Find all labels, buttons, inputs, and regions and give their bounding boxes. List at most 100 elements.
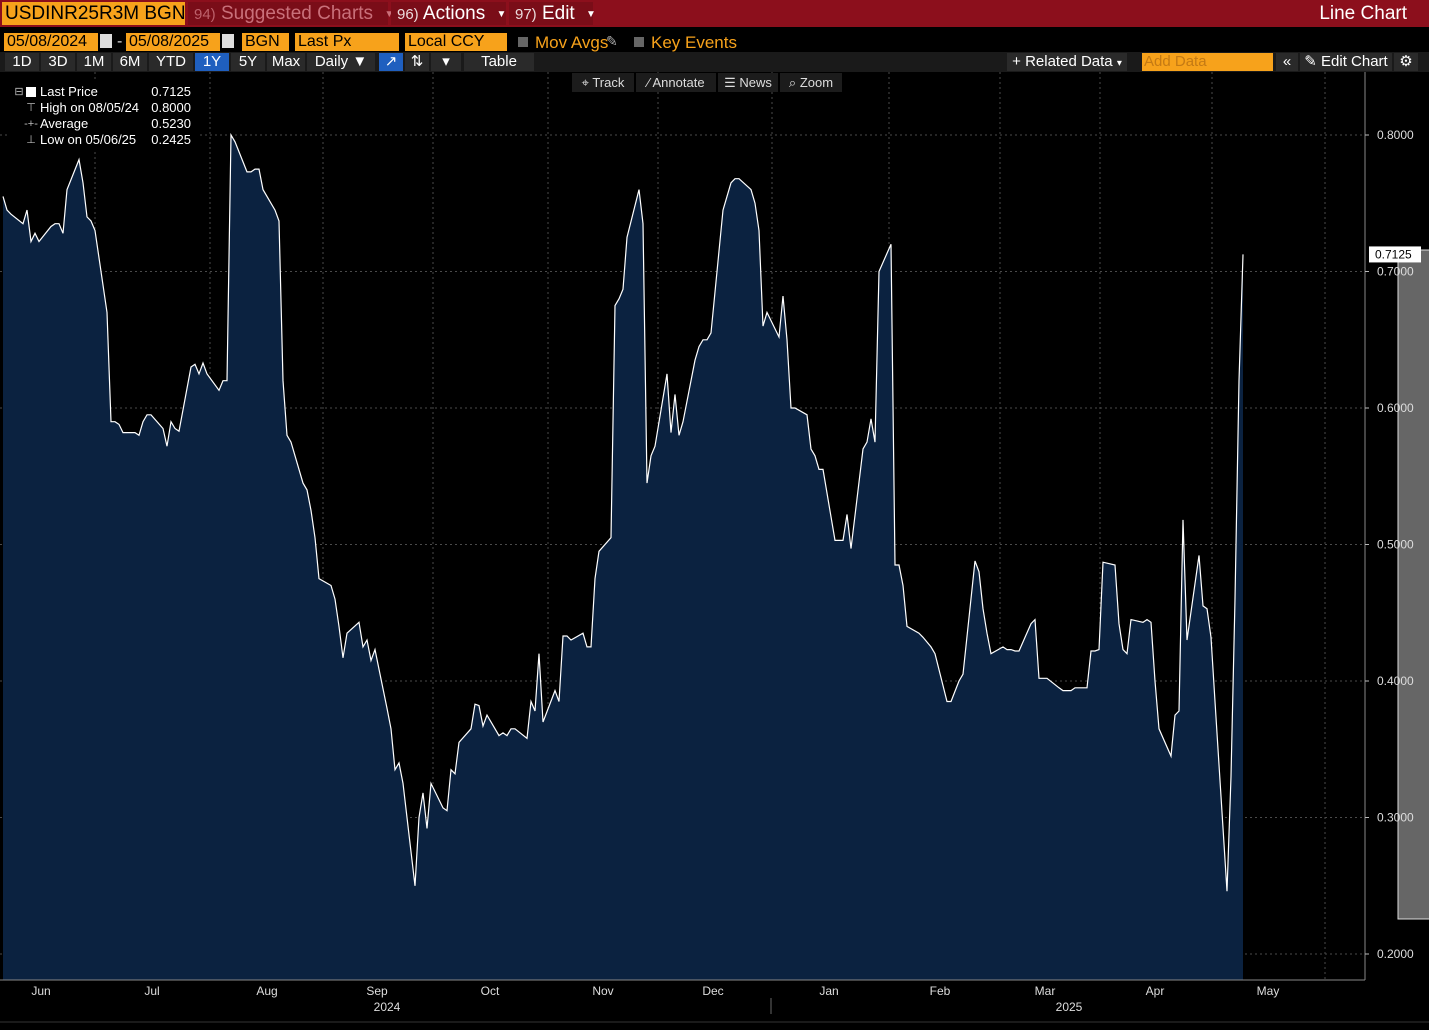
x-tick-label: Sep <box>366 984 388 998</box>
ticker-field[interactable]: USDINR25R3M BGN <box>2 2 185 25</box>
legend-low: ⊥ Low on 05/06/25 0.2425 <box>7 132 197 148</box>
y-tick-label: 0.5000 <box>1377 538 1414 552</box>
pencil-icon: ✎ <box>1304 53 1322 70</box>
highlight-rect <box>1397 249 1429 920</box>
legend-value: 0.8000 <box>151 100 191 115</box>
news-icon: ☰ <box>724 75 740 90</box>
mov-avgs-checkbox[interactable] <box>518 37 528 47</box>
related-data-button[interactable]: + Related Data ▾ <box>1007 53 1127 71</box>
key-events-label[interactable]: Key Events <box>651 33 737 52</box>
collapse-icon: ⊟ <box>14 86 24 98</box>
period-5y-button[interactable]: 5Y <box>231 53 265 71</box>
y-tick-label: 0.6000 <box>1377 401 1414 415</box>
series-swatch <box>26 87 36 97</box>
period-1d-button[interactable]: 1D <box>5 53 39 71</box>
price-area <box>3 135 1243 980</box>
menu-number: 96) <box>397 6 419 23</box>
period-6m-button[interactable]: 6M <box>113 53 147 71</box>
menu-label: Suggested Charts <box>220 3 374 24</box>
caret-down-icon: ▼ <box>496 9 507 20</box>
x-tick-label: Aug <box>256 984 277 998</box>
magnifier-icon: ⌕ <box>788 75 800 90</box>
currency-selector[interactable]: Local CCY <box>405 33 507 51</box>
x-tick-label: Jul <box>144 984 159 998</box>
line-chart-icon[interactable]: ↗ <box>379 53 403 71</box>
period-3d-button[interactable]: 3D <box>41 53 75 71</box>
x-tick-label: Dec <box>702 984 723 998</box>
price-line <box>2 132 1244 892</box>
actions-menu[interactable]: 96) Actions ▼ <box>391 2 506 25</box>
zoom-label: Zoom <box>799 75 834 90</box>
legend-average: -+- Average 0.5230 <box>7 116 197 132</box>
toolbar: 1D 3D 1M 6M YTD 1Y 5Y Max Daily ▼ ↗ ⇅ ▾ … <box>0 52 1429 72</box>
period-1y-button[interactable]: 1Y <box>195 53 229 71</box>
start-date-field[interactable]: 05/08/2024 <box>4 33 98 51</box>
zoom-tool[interactable]: ⌕ Zoom <box>780 73 842 92</box>
edit-chart-label: Edit Chart <box>1321 53 1388 70</box>
x-tick-label: Feb <box>930 984 951 998</box>
x-tick-label: Oct <box>481 984 500 998</box>
date-range-separator: - <box>117 33 123 50</box>
news-label: News <box>739 75 772 90</box>
legend-label: Low on 05/06/25 <box>40 132 137 147</box>
add-data-input[interactable]: Add Data <box>1142 53 1273 71</box>
x-year-label: 2024 <box>374 1000 401 1014</box>
x-tick-label: Jan <box>819 984 838 998</box>
collapse-double-chevron-icon[interactable]: « <box>1276 53 1298 71</box>
annotate-icon: ∕ <box>647 75 653 90</box>
y-tick-label: 0.4000 <box>1377 674 1414 688</box>
annotate-label: Annotate <box>652 75 705 90</box>
mov-avgs-label[interactable]: Mov Avgs <box>535 33 609 52</box>
high-marker-icon: ⊤ <box>26 102 36 114</box>
source-field[interactable]: BGN <box>242 33 289 51</box>
low-marker-icon: ⊥ <box>26 134 36 146</box>
edit-menu[interactable]: 97) Edit ▼ <box>509 2 596 25</box>
x-tick-label: Nov <box>592 984 613 998</box>
y-axis: 0.2000 0.3000 0.4000 0.5000 0.6000 0.7000 0.80… <box>1364 72 1421 980</box>
field-selector[interactable]: Last Px <box>295 33 399 51</box>
period-ytd-button[interactable]: YTD <box>149 53 193 71</box>
calendar-icon[interactable] <box>100 34 112 48</box>
period-max-button[interactable]: Max <box>267 53 305 71</box>
chart-kind-title: Line Chart <box>1319 3 1407 24</box>
caret-down-icon: ▼ <box>586 9 596 20</box>
track-label: Track <box>592 75 625 90</box>
end-date-field[interactable]: 05/08/2025 <box>126 33 220 51</box>
gear-icon[interactable]: ⚙ <box>1394 53 1418 71</box>
highlight-box <box>1397 249 1429 920</box>
title-bar: USDINR25R3M BGN 94) Suggested Charts ▼ 9… <box>0 0 1429 27</box>
caret-down-icon: ▼ <box>384 9 395 20</box>
bar-chart-icon[interactable]: ⇅ <box>405 53 429 71</box>
table-button[interactable]: Table <box>464 53 534 71</box>
menu-number: 94) <box>194 6 216 23</box>
menu-number: 97) <box>515 6 537 23</box>
legend-last-price[interactable]: ⊟ Last Price 0.7125 <box>7 84 197 100</box>
calendar-icon[interactable] <box>222 34 234 48</box>
parameter-bar: 05/08/2024 - 05/08/2025 BGN Last Px Loca… <box>0 31 1429 52</box>
y-tick-label: 0.3000 <box>1377 811 1414 825</box>
menu-label: Actions <box>422 3 486 24</box>
chart-type-dropdown-icon[interactable]: ▾ <box>431 53 461 71</box>
suggested-charts-menu[interactable]: 94) Suggested Charts ▼ <box>188 2 394 25</box>
chart-legend: ⊟ Last Price 0.7125 ⊤ High on 08/05/24 0… <box>7 82 197 152</box>
x-tick-label: Apr <box>1146 984 1165 998</box>
x-tick-label: May <box>1257 984 1280 998</box>
news-tool[interactable]: ☰ News <box>718 73 778 92</box>
x-axis: Jun Jul Aug Sep Oct Nov Dec Jan Feb Mar Apr May 2024… <box>0 979 1429 1023</box>
menu-label: Edit <box>541 3 575 24</box>
average-marker-icon: -+- <box>24 118 38 130</box>
legend-high: ⊤ High on 08/05/24 0.8000 <box>7 100 197 116</box>
period-1m-button[interactable]: 1M <box>77 53 111 71</box>
legend-label: Last Price <box>40 84 98 99</box>
last-value-tag <box>1369 246 1421 263</box>
track-tool[interactable]: ⌖ Track <box>572 73 634 92</box>
pencil-icon[interactable]: ✎ <box>606 33 618 49</box>
key-events-checkbox[interactable] <box>634 37 644 47</box>
frequency-dropdown[interactable]: Daily ▼ <box>307 53 375 71</box>
y-tick-label: 0.8000 <box>1377 128 1414 142</box>
edit-chart-button[interactable]: ✎ Edit Chart <box>1300 53 1392 71</box>
annotate-tool[interactable]: ∕ Annotate <box>636 73 716 92</box>
legend-label: Average <box>40 116 89 131</box>
legend-value: 0.7125 <box>151 84 191 99</box>
